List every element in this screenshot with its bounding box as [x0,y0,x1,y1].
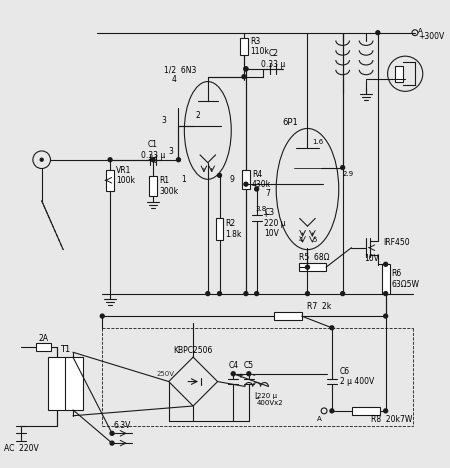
Bar [36,344,51,351]
Text: R8  20k7W: R8 20k7W [371,415,412,424]
Text: 6.3V: 6.3V [113,421,130,430]
Text: VR1
100k: VR1 100k [116,166,135,185]
Text: R4
430k: R4 430k [252,169,271,189]
Bar [274,312,302,320]
Text: 10V: 10V [364,254,379,263]
Text: A: A [418,28,423,34]
Circle shape [40,158,43,161]
Bar [216,219,224,240]
Text: 9: 9 [230,175,234,184]
Circle shape [151,158,155,161]
Text: T1: T1 [60,345,70,354]
Circle shape [255,187,259,191]
Text: +300V: +300V [418,32,444,41]
Text: +: + [262,210,269,219]
Text: C6
2 μ 400V: C6 2 μ 400V [340,367,374,387]
Text: AC  220V: AC 220V [4,445,39,453]
Text: A: A [317,416,322,422]
Circle shape [110,431,114,435]
Circle shape [330,409,334,413]
Circle shape [384,409,387,413]
Text: KBPC2506: KBPC2506 [173,346,213,355]
Text: R6
63Ω5W: R6 63Ω5W [392,269,419,289]
Circle shape [341,292,345,296]
Circle shape [306,265,310,269]
Text: R7  2k: R7 2k [307,302,332,311]
Text: 2A: 2A [39,334,49,343]
Text: 4: 4 [298,237,302,243]
Circle shape [376,31,380,35]
Circle shape [217,292,221,296]
Text: IRF450: IRF450 [384,238,410,247]
Circle shape [244,67,248,71]
Text: R2
1.8k: R2 1.8k [225,219,242,239]
Text: 2: 2 [195,111,200,120]
Text: C1
0.33 μ: C1 0.33 μ [141,140,165,160]
Circle shape [108,158,112,161]
Text: C3
220 μ
10V: C3 220 μ 10V [265,208,286,238]
Bar [149,176,157,196]
Text: 3.8: 3.8 [255,205,266,212]
Circle shape [244,67,248,71]
Circle shape [341,166,345,169]
Bar [299,263,326,271]
Circle shape [100,314,104,318]
Circle shape [330,326,334,330]
Bar [396,66,403,81]
Circle shape [242,75,246,79]
Circle shape [255,292,259,296]
Text: 1/2  6N3: 1/2 6N3 [164,66,197,74]
Text: C5: C5 [244,361,254,370]
Circle shape [244,182,248,186]
Circle shape [384,263,387,266]
Bar [240,37,248,55]
Circle shape [231,372,235,376]
Circle shape [306,292,310,296]
Circle shape [176,158,180,161]
Text: 7: 7 [266,190,270,198]
Text: R1
300k: R1 300k [159,176,178,196]
Bar [106,169,114,191]
Circle shape [110,441,114,445]
Text: 4: 4 [171,75,176,84]
Text: C2
0.33 μ: C2 0.33 μ [261,50,285,69]
Text: -: - [253,373,255,379]
Circle shape [206,292,210,296]
Bar [48,357,83,410]
Text: 2.9: 2.9 [342,171,354,177]
Circle shape [384,292,387,296]
Text: R3
110k: R3 110k [250,37,269,56]
Text: +: + [237,373,243,379]
Text: 220 μ
400Vx2: 220 μ 400Vx2 [256,393,284,406]
Circle shape [217,174,221,177]
Bar [352,407,380,415]
Bar [382,264,390,293]
Text: 5: 5 [312,237,317,243]
Text: 3: 3 [168,147,173,156]
Text: 1.6: 1.6 [312,139,324,145]
Text: L: L [255,392,259,401]
Bar [242,169,250,189]
Text: 3: 3 [162,116,166,125]
Text: 6P1: 6P1 [282,118,298,127]
Circle shape [384,314,387,318]
Text: R5  68Ω: R5 68Ω [299,253,329,262]
Text: 250V: 250V [157,371,175,377]
Text: 1: 1 [181,175,186,184]
Text: C4: C4 [228,361,238,370]
Circle shape [247,372,251,376]
Circle shape [244,292,248,296]
